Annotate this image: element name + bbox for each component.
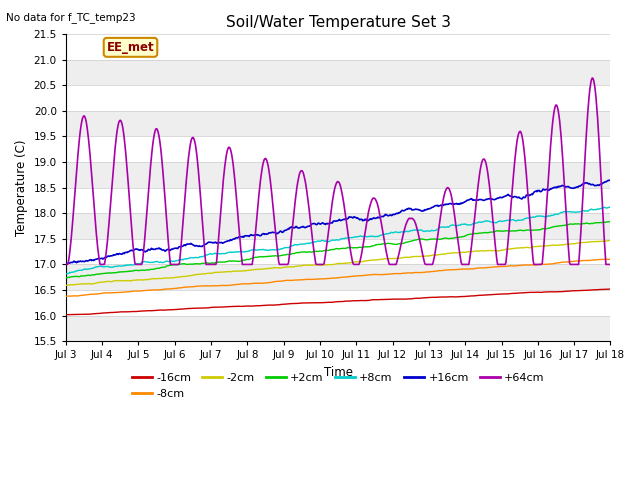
Bar xyxy=(66,213,611,239)
Title: Soil/Water Temperature Set 3: Soil/Water Temperature Set 3 xyxy=(226,15,451,30)
Y-axis label: Temperature (C): Temperature (C) xyxy=(15,139,28,236)
Bar xyxy=(66,34,611,60)
Bar xyxy=(66,188,611,213)
Bar xyxy=(66,290,611,316)
X-axis label: Time: Time xyxy=(324,366,353,379)
Bar xyxy=(66,136,611,162)
Bar xyxy=(66,316,611,341)
Bar xyxy=(66,239,611,264)
Bar xyxy=(66,85,611,111)
Legend: -16cm, -8cm, -2cm, +2cm, +8cm, +16cm, +64cm: -16cm, -8cm, -2cm, +2cm, +8cm, +16cm, +6… xyxy=(127,369,549,403)
Text: EE_met: EE_met xyxy=(107,41,154,54)
Text: No data for f_TC_temp23: No data for f_TC_temp23 xyxy=(6,12,136,23)
Bar xyxy=(66,162,611,188)
Bar xyxy=(66,111,611,136)
Bar xyxy=(66,264,611,290)
Bar xyxy=(66,60,611,85)
